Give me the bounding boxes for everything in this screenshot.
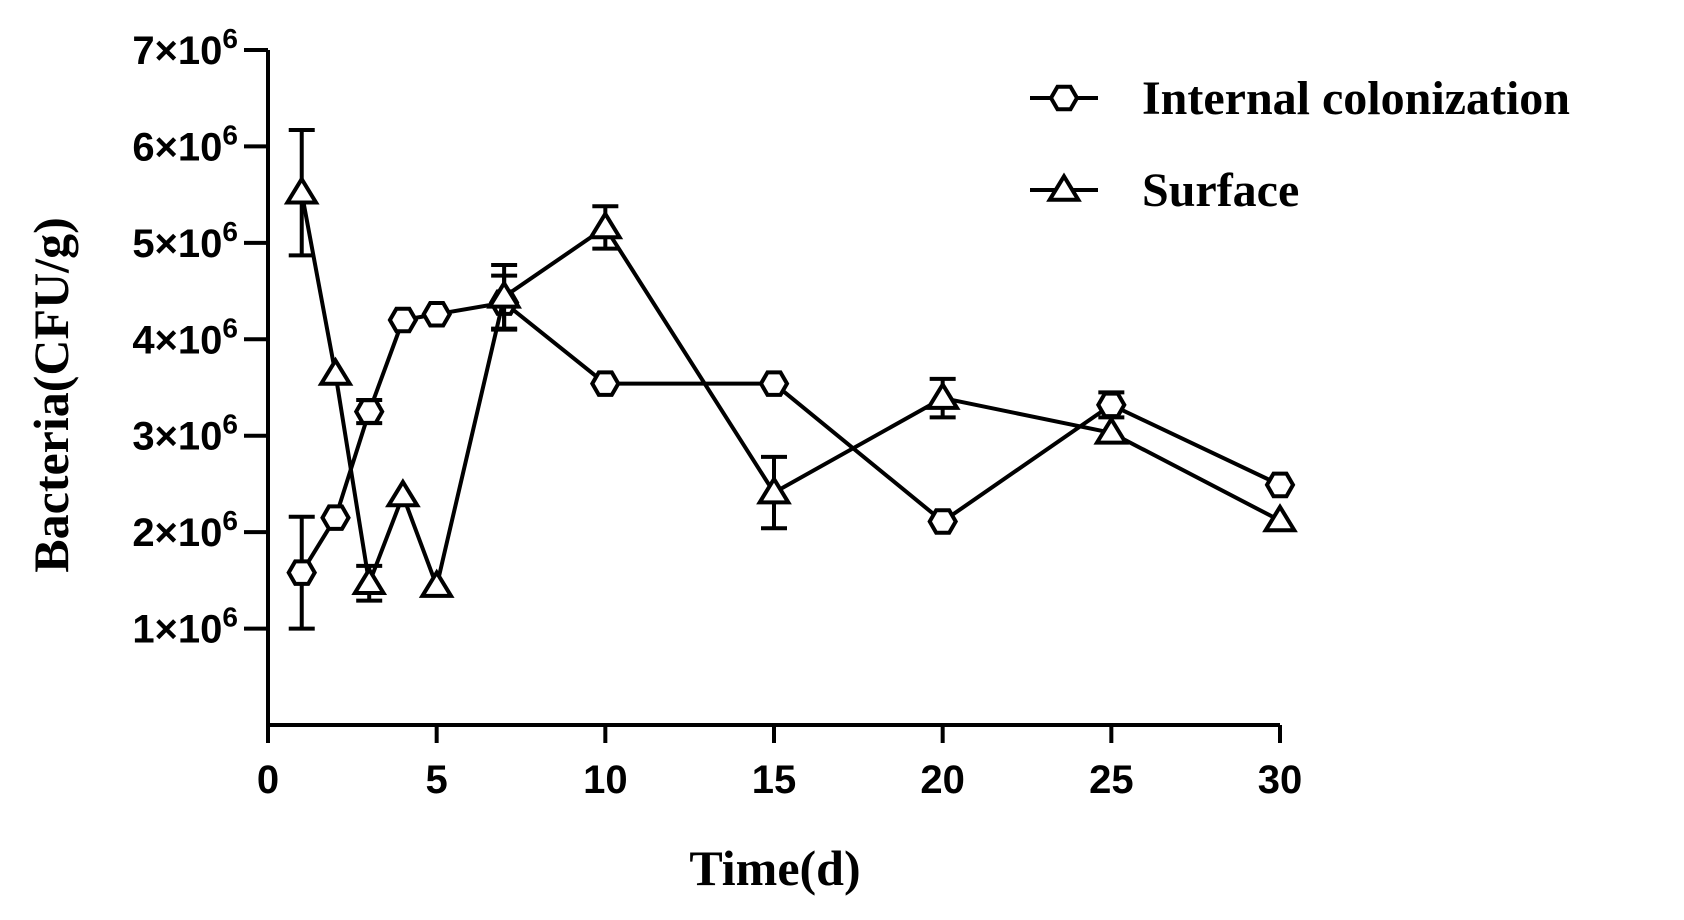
series-line bbox=[299, 192, 1281, 589]
x-tick-label: 15 bbox=[752, 758, 797, 802]
y-tick-label: 4×106 bbox=[132, 312, 238, 362]
legend-label: Surface bbox=[1142, 164, 1299, 217]
x-tick-label: 5 bbox=[426, 758, 448, 802]
data-point bbox=[351, 565, 388, 595]
legend-label: Internal colonization bbox=[1142, 72, 1570, 125]
series-surface bbox=[283, 128, 1298, 603]
y-tick-label: 7×106 bbox=[132, 23, 238, 73]
data-point bbox=[756, 475, 792, 505]
data-point bbox=[317, 356, 354, 386]
y-axis-title: Bacteria(CFU/g) bbox=[23, 217, 79, 572]
x-tick-label: 30 bbox=[1258, 758, 1303, 802]
data-point bbox=[286, 559, 318, 586]
data-point bbox=[1095, 391, 1127, 419]
data-point bbox=[353, 398, 385, 425]
x-tick-label: 20 bbox=[920, 758, 965, 802]
legend-item: Internal colonization bbox=[1030, 72, 1570, 125]
data-point bbox=[1264, 471, 1296, 499]
data-point bbox=[418, 568, 455, 598]
x-axis-title: Time(d) bbox=[689, 840, 860, 896]
data-point bbox=[587, 209, 624, 240]
y-tick-label: 5×106 bbox=[132, 216, 238, 266]
data-point bbox=[1262, 503, 1298, 533]
y-tick-label: 6×106 bbox=[132, 119, 238, 169]
x-tick-label: 0 bbox=[257, 758, 279, 802]
legend: Internal colonization Surface bbox=[1030, 72, 1570, 217]
data-point bbox=[486, 279, 522, 309]
data-point bbox=[924, 380, 961, 410]
y-tick-label: 1×106 bbox=[132, 602, 238, 652]
legend-marker bbox=[1048, 84, 1080, 112]
data-point bbox=[387, 306, 419, 334]
y-tick-label: 3×106 bbox=[132, 409, 238, 459]
data-point bbox=[385, 478, 421, 508]
x-tick-label: 10 bbox=[583, 758, 628, 802]
data-point bbox=[320, 504, 351, 531]
y-tick-label: 2×106 bbox=[132, 505, 238, 555]
series-layer bbox=[283, 128, 1298, 631]
legend-item: Surface bbox=[1030, 164, 1299, 217]
axes: 0 5 10 15 20 25 30 1×106 2×106 3×106 4×106 5×106 6×1… bbox=[132, 23, 1302, 802]
legend-marker bbox=[1046, 172, 1082, 202]
x-tick-label: 25 bbox=[1089, 758, 1134, 802]
data-point bbox=[927, 508, 959, 535]
data-point bbox=[283, 175, 320, 205]
data-point bbox=[1093, 415, 1130, 445]
data-point bbox=[421, 301, 453, 328]
data-point bbox=[589, 370, 621, 397]
data-point bbox=[758, 370, 790, 397]
